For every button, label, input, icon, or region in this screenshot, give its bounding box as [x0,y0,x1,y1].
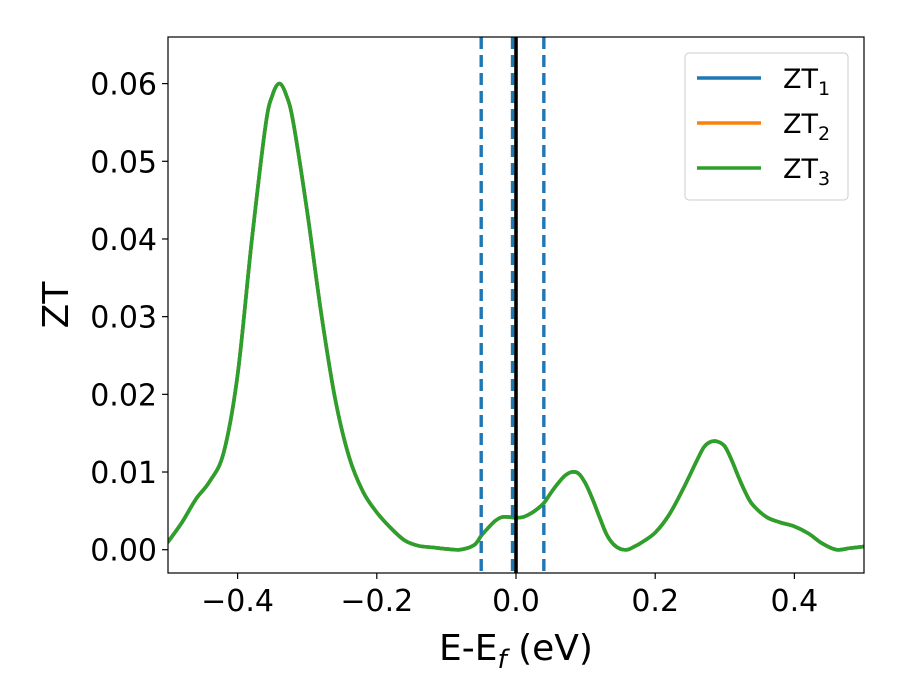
y-ticks: 0.00 0.01 0.02 0.03 0.04 0.05 0.06 [90,68,168,569]
x-axis-label-tail: (eV) [507,628,593,669]
legend-label-zt2: ZT2 [783,109,830,145]
y-tick-label: 0.00 [90,534,157,569]
x-tick-label: 0.0 [492,584,540,619]
legend-label-zt1: ZT1 [783,64,830,100]
legend-label-sub: 3 [818,168,830,190]
x-ticks: −0.4 −0.2 0.0 0.2 0.4 [201,573,818,619]
x-tick-label: −0.4 [201,584,274,619]
legend-label-zt3: ZT3 [783,154,830,190]
series-line-zt3 [168,81,864,552]
x-tick-label: 0.2 [631,584,679,619]
y-tick-label: 0.02 [90,378,157,413]
legend-label-main: ZT [783,154,818,185]
legend-label-sub: 1 [818,78,830,100]
x-tick-label: −0.2 [340,584,413,619]
y-tick-label: 0.03 [90,301,157,336]
y-tick-label: 0.04 [90,223,157,258]
y-axis-label: ZT [36,281,77,329]
x-axis-label: E-Ef (eV) [439,628,593,675]
legend-label-main: ZT [783,64,818,95]
x-axis-label-main: E-E [439,628,497,669]
legend-label-sub: 2 [818,123,830,145]
vertical-lines-layer [479,37,546,573]
y-tick-label: 0.01 [90,456,157,491]
x-tick-label: 0.4 [771,584,819,619]
y-tick-label: 0.06 [90,68,157,103]
legend-label-main: ZT [783,109,818,140]
y-tick-label: 0.05 [90,145,157,180]
legend-box [684,52,849,201]
series-layer [168,81,864,552]
